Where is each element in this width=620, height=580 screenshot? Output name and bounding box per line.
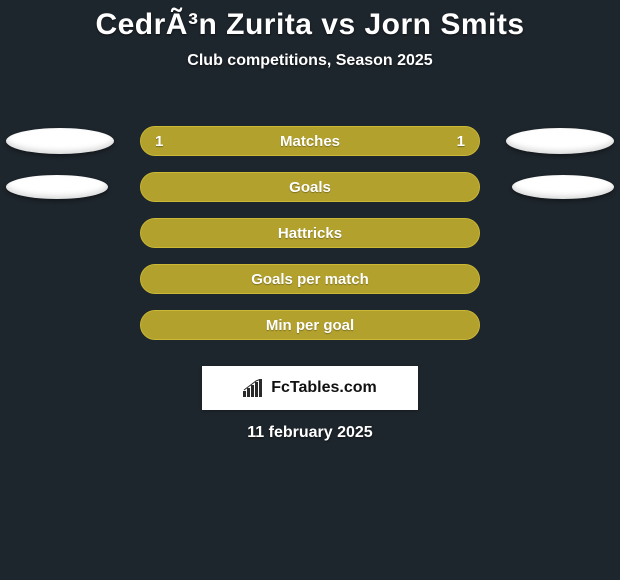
brand-chart-icon (243, 379, 265, 397)
comparison-infographic: CedrÃ³n Zurita vs Jorn Smits Club compet… (0, 0, 620, 580)
page-subtitle: Club competitions, Season 2025 (0, 52, 620, 70)
bar-label-goals: Goals (289, 179, 331, 196)
bubble-right-matches (506, 128, 614, 154)
row-matches: 1 Matches 1 (0, 118, 620, 164)
row-gpm: Goals per match (0, 256, 620, 302)
generation-date: 11 february 2025 (0, 424, 620, 442)
row-mpg: Min per goal (0, 302, 620, 348)
bar-label-hattricks: Hattricks (278, 225, 342, 242)
bar-label-gpm: Goals per match (251, 271, 369, 288)
brand-box: FcTables.com (202, 366, 418, 410)
chart-area: 1 Matches 1 Goals Hattricks (0, 118, 620, 348)
bubble-left-matches (6, 128, 114, 154)
row-hattricks: Hattricks (0, 210, 620, 256)
bar-matches: 1 Matches 1 (140, 126, 480, 156)
bar-fill-left-goals (141, 173, 310, 201)
bubble-left-goals (6, 175, 108, 199)
value-left-matches: 1 (155, 133, 163, 150)
bar-fill-right-goals (310, 173, 479, 201)
brand-text: FcTables.com (271, 379, 377, 397)
page-title: CedrÃ³n Zurita vs Jorn Smits (0, 0, 620, 42)
bar-gpm: Goals per match (140, 264, 480, 294)
bar-mpg: Min per goal (140, 310, 480, 340)
bar-goals: Goals (140, 172, 480, 202)
row-goals: Goals (0, 164, 620, 210)
value-right-matches: 1 (457, 133, 465, 150)
bar-hattricks: Hattricks (140, 218, 480, 248)
bar-label-mpg: Min per goal (266, 317, 354, 334)
bubble-right-goals (512, 175, 614, 199)
bar-label-matches: Matches (280, 133, 340, 150)
